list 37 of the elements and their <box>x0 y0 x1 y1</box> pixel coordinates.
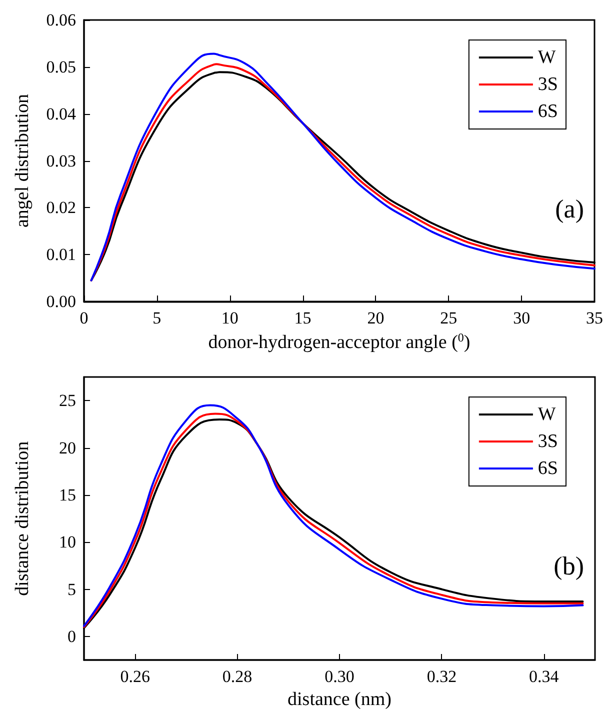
y-tick-label: 0.05 <box>46 57 76 76</box>
annotation: (b) <box>554 552 584 580</box>
y-tick-label: 0.01 <box>46 245 76 264</box>
y-axis-title: angel distribution <box>12 94 33 228</box>
x-axis-title: distance (nm) <box>288 689 392 710</box>
y-tick-label: 0.06 <box>46 10 76 30</box>
y-tick-label: 0.04 <box>46 104 76 124</box>
y-tick-label: 0 <box>68 626 76 646</box>
x-tick-label: 0.26 <box>120 667 150 686</box>
x-tick-label: 30 <box>513 308 530 328</box>
y-tick-label: 0.00 <box>46 292 76 311</box>
legend-label: 6S <box>538 101 558 122</box>
y-axis-title: distance distribution <box>12 440 33 596</box>
x-tick-label: 5 <box>152 308 162 328</box>
x-tick-label: 0.30 <box>324 667 354 686</box>
annotation: (a) <box>555 194 584 224</box>
y-tick-label: 15 <box>59 485 76 504</box>
y-tick-label: 10 <box>59 532 76 552</box>
legend-label: W <box>538 404 556 425</box>
legend-label: 3S <box>538 74 558 95</box>
x-tick-label: 15 <box>294 308 312 328</box>
y-tick-label: 5 <box>68 580 76 599</box>
x-tick-label: 35 <box>586 308 603 328</box>
x-tick-label: 0 <box>80 308 88 328</box>
x-tick-label: 0.32 <box>426 667 457 686</box>
legend-label: 6S <box>538 458 558 479</box>
legend-label: W <box>538 47 556 68</box>
y-tick-label: 0.03 <box>46 151 76 170</box>
x-tick-label: 0.28 <box>222 667 252 686</box>
legend-label: 3S <box>538 431 558 452</box>
x-tick-label: 10 <box>221 308 238 328</box>
y-tick-label: 20 <box>59 438 76 458</box>
x-tick-label: 20 <box>367 308 384 328</box>
x-tick-label: 0.34 <box>529 667 560 686</box>
y-tick-label: 25 <box>59 391 76 410</box>
y-tick-label: 0.02 <box>46 198 76 218</box>
x-tick-label: 25 <box>440 308 458 328</box>
